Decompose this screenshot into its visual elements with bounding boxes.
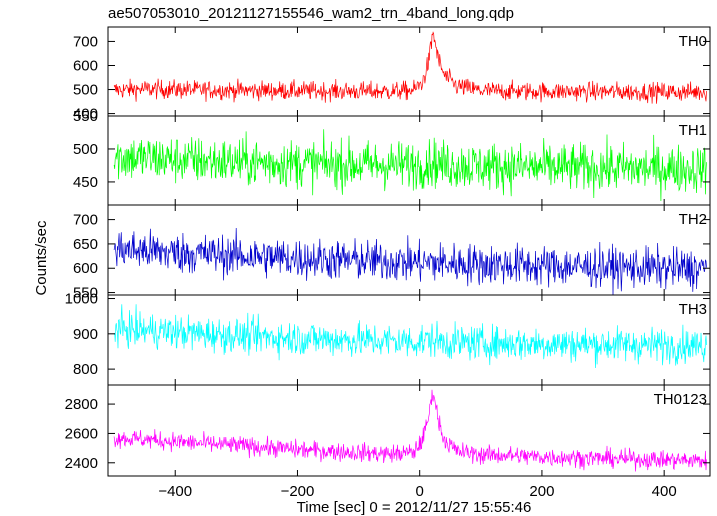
series-line-th0123	[113, 389, 707, 472]
panel-frame-th0123	[107, 384, 711, 477]
series-label-th0: TH0	[679, 33, 707, 50]
x-tick-label: 200	[529, 483, 554, 500]
y-tick-label: 900	[73, 326, 98, 343]
y-tick-label: 600	[73, 260, 98, 277]
y-tick-label: 800	[73, 361, 98, 378]
x-tick-label: −200	[281, 483, 315, 500]
x-tick-label: −400	[158, 483, 192, 500]
chart-panels: 400 500 600 700 TH0 450 500 550 TH1 550 600 650 700 T…	[65, 26, 711, 500]
y-tick-label: 700	[73, 212, 98, 229]
x-tick-label: 400	[652, 483, 677, 500]
y-tick-label: 2400	[65, 455, 98, 472]
series-line-th0	[113, 31, 707, 104]
y-tick-label: 700	[73, 33, 98, 50]
series-label-th2: TH2	[679, 211, 707, 228]
y-tick-label: 500	[73, 82, 98, 99]
series-label-th0123: TH0123	[654, 391, 707, 408]
y-tick-label: 500	[73, 141, 98, 158]
y-tick-label: 550	[73, 108, 98, 125]
y-axis-label: Counts/sec	[33, 220, 50, 296]
series-line-th3	[113, 304, 707, 369]
series-label-th3: TH3	[679, 301, 707, 318]
y-tick-label: 2600	[65, 425, 98, 442]
series-line-th1	[113, 129, 707, 202]
x-axis-label: Time [sec] 0 = 2012/11/27 15:55:46	[297, 499, 532, 516]
y-tick-label: 650	[73, 236, 98, 253]
series-label-th1: TH1	[679, 122, 707, 139]
y-tick-label: 1000	[65, 291, 98, 308]
y-tick-label: 450	[73, 174, 98, 191]
y-tick-label: 550	[73, 285, 98, 302]
panel-frame-th0	[107, 26, 711, 117]
y-tick-label: 600	[73, 57, 98, 74]
series-line-th2	[113, 227, 707, 295]
chart-title: ae507053010_20121127155546_wam2_trn_4ban…	[108, 5, 514, 22]
y-tick-label: 2800	[65, 396, 98, 413]
y-tick-label: 400	[73, 106, 98, 123]
x-tick-label: 0	[416, 483, 424, 500]
